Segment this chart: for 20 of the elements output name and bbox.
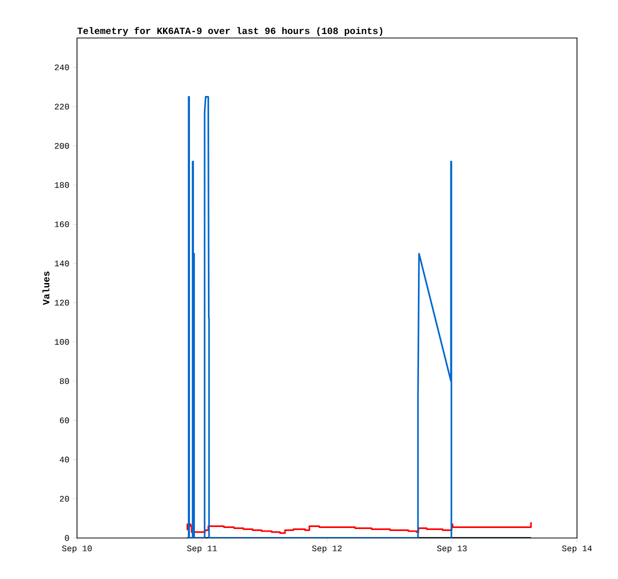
- x-tick-label: Sep 13: [437, 546, 467, 553]
- x-tick-label: Sep 12: [312, 546, 342, 553]
- y-tick-label: 240: [54, 64, 69, 70]
- y-tick-label: 200: [54, 142, 69, 149]
- y-tick-label: 80: [60, 378, 69, 384]
- y-tick-label: 220: [54, 104, 69, 110]
- y-tick-label: 180: [54, 182, 69, 188]
- x-tick-label: Sep 14: [562, 546, 592, 553]
- y-axis-title: Values: [42, 272, 50, 306]
- y-tick-label: 60: [60, 417, 69, 424]
- y-tick-label: 140: [54, 260, 69, 266]
- chart-title: Telemetry for KK6ATA-9 over last 96 hours (108 points): [77, 26, 382, 36]
- x-tick-label: Sep 11: [187, 546, 217, 553]
- y-tick-label: 120: [54, 300, 69, 306]
- y-tick-label: 160: [54, 221, 69, 228]
- y-tick-label: 20: [60, 496, 69, 502]
- y-tick-label: 40: [60, 456, 69, 462]
- y-tick-label: 0: [64, 535, 69, 541]
- x-tick-label: Sep 10: [62, 546, 92, 553]
- y-tick-label: 100: [54, 339, 69, 345]
